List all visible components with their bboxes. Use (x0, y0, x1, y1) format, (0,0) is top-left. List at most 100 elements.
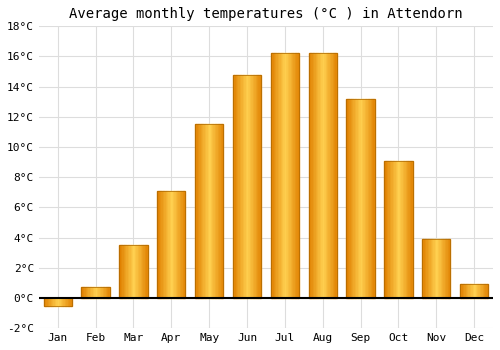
Bar (248, 75, 250, 298)
Bar (247, 75, 248, 298)
Bar (182, 191, 184, 298)
Bar (130, 245, 132, 298)
Bar (294, 54, 295, 298)
Bar (448, 239, 449, 298)
Bar (274, 54, 275, 298)
Bar (104, 287, 106, 298)
Bar (278, 54, 279, 298)
Bar (476, 285, 477, 298)
Bar (477, 285, 478, 298)
Bar (328, 54, 330, 298)
Bar (402, 161, 404, 298)
Bar (238, 75, 240, 298)
Bar (240, 75, 242, 298)
Bar (394, 161, 396, 298)
Bar (132, 245, 134, 298)
Bar (206, 124, 208, 298)
Bar (422, 239, 450, 298)
Bar (330, 54, 331, 298)
Bar (49, 298, 50, 306)
Bar (320, 54, 322, 298)
Bar (308, 54, 337, 298)
Bar (317, 54, 318, 298)
Bar (157, 191, 186, 298)
Bar (362, 99, 364, 298)
Bar (289, 54, 290, 298)
Bar (256, 75, 257, 298)
Bar (200, 124, 202, 298)
Bar (279, 54, 280, 298)
Bar (348, 99, 349, 298)
Bar (214, 124, 215, 298)
Bar (370, 99, 372, 298)
Bar (199, 124, 200, 298)
Bar (290, 54, 292, 298)
Bar (163, 191, 164, 298)
Bar (216, 124, 218, 298)
Bar (429, 239, 430, 298)
Bar (411, 161, 412, 298)
Bar (346, 99, 375, 298)
Bar (468, 285, 470, 298)
Bar (242, 75, 244, 298)
Bar (145, 245, 146, 298)
Bar (470, 285, 472, 298)
Bar (272, 54, 274, 298)
Bar (352, 99, 354, 298)
Bar (236, 75, 237, 298)
Bar (407, 161, 408, 298)
Bar (484, 285, 486, 298)
Bar (313, 54, 314, 298)
Bar (360, 99, 362, 298)
Bar (184, 191, 186, 298)
Bar (195, 124, 224, 298)
Bar (233, 75, 234, 298)
Bar (446, 239, 448, 298)
Bar (464, 285, 466, 298)
Bar (408, 161, 410, 298)
Bar (472, 285, 474, 298)
Bar (233, 75, 261, 298)
Bar (164, 191, 166, 298)
Bar (336, 54, 337, 298)
Bar (282, 54, 284, 298)
Bar (430, 239, 432, 298)
Bar (205, 124, 206, 298)
Bar (174, 191, 176, 298)
Bar (126, 245, 128, 298)
Bar (54, 298, 55, 306)
Bar (208, 124, 209, 298)
Bar (482, 285, 484, 298)
Bar (397, 161, 398, 298)
Bar (98, 287, 100, 298)
Bar (88, 287, 90, 298)
Bar (220, 124, 222, 298)
Bar (129, 245, 130, 298)
Bar (374, 99, 375, 298)
Bar (166, 191, 167, 298)
Bar (410, 161, 411, 298)
Bar (60, 298, 62, 306)
Bar (435, 239, 436, 298)
Bar (440, 239, 442, 298)
Bar (172, 191, 174, 298)
Bar (209, 124, 210, 298)
Bar (356, 99, 358, 298)
Bar (322, 54, 324, 298)
Bar (65, 298, 66, 306)
Bar (432, 239, 434, 298)
Bar (178, 191, 180, 298)
Bar (158, 191, 160, 298)
Bar (44, 298, 72, 306)
Bar (438, 239, 439, 298)
Bar (167, 191, 168, 298)
Bar (58, 298, 59, 306)
Bar (478, 285, 480, 298)
Bar (195, 124, 196, 298)
Bar (270, 54, 272, 298)
Bar (426, 239, 428, 298)
Bar (86, 287, 87, 298)
Bar (122, 245, 124, 298)
Bar (106, 287, 107, 298)
Bar (284, 54, 285, 298)
